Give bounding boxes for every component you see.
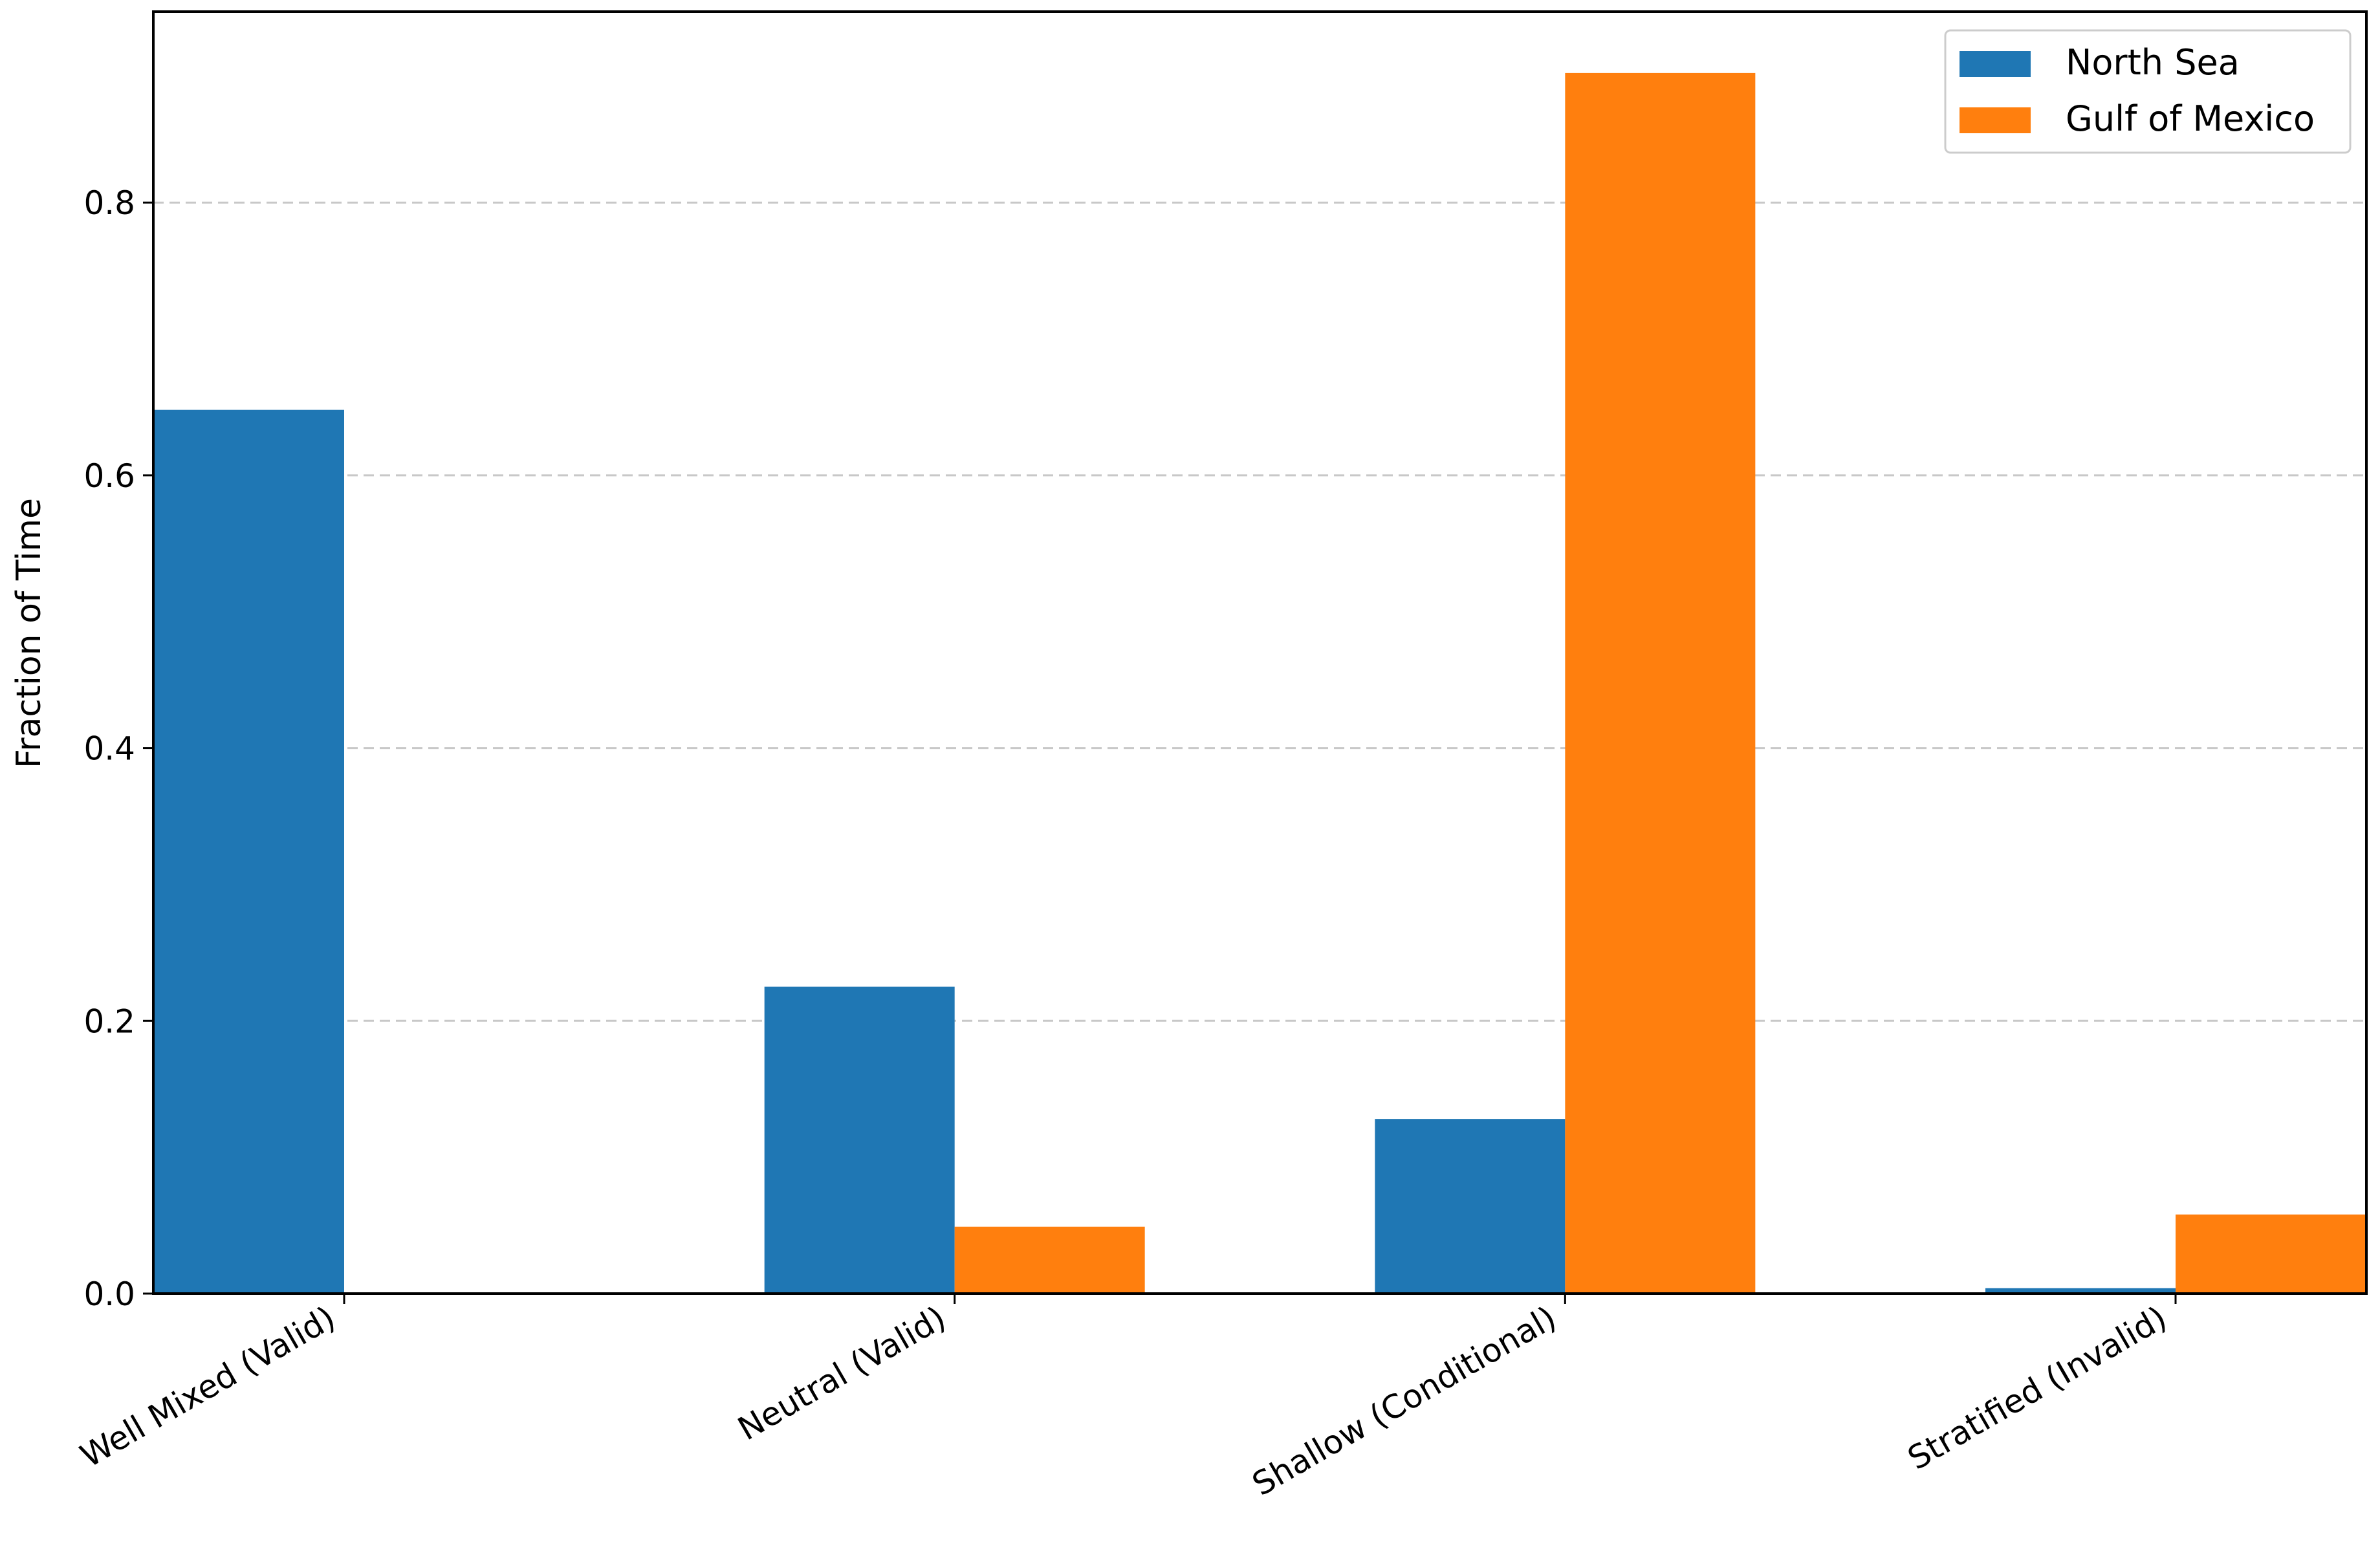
bar-north-sea <box>764 986 955 1294</box>
legend-swatch <box>1960 51 2031 77</box>
bar-gulf-of-mexico <box>954 1226 1145 1294</box>
plot-area-frame <box>152 10 2368 1295</box>
x-tick-label: Stratified (Invalid) <box>1901 1299 2173 1477</box>
y-axis-label: Fraction of Time <box>10 498 49 768</box>
legend-label: Gulf of Mexico <box>2066 98 2315 139</box>
bar-north-sea <box>1985 1288 2176 1294</box>
bars <box>154 72 2366 1294</box>
legend-frame <box>1944 29 2352 154</box>
y-tick-label: 0.8 <box>83 184 135 222</box>
y-tick-label: 0.4 <box>83 730 135 768</box>
bar-gulf-of-mexico <box>2176 1214 2366 1294</box>
y-tick-label: 0.0 <box>83 1275 135 1313</box>
bar-gulf-of-mexico <box>1565 72 1756 1294</box>
x-tick-label: Well Mixed (Valid) <box>74 1299 342 1475</box>
legend-swatch <box>1960 107 2031 133</box>
y-tick-label: 0.2 <box>83 1003 135 1040</box>
bar-north-sea <box>154 409 344 1294</box>
bar-north-sea <box>1375 1119 1566 1294</box>
y-gridlines <box>153 201 2366 1022</box>
legend: North Sea Gulf of Mexico <box>1944 29 2352 154</box>
y-tick-label: 0.6 <box>83 457 135 495</box>
legend-label: North Sea <box>2066 42 2240 83</box>
y-axis-ticks: 0.0 0.2 0.4 0.6 0.8 <box>83 184 153 1313</box>
x-axis-ticks: Well Mixed (Valid) Neutral (Valid) Shallow… <box>74 1294 2177 1503</box>
x-tick-label: Neutral (Valid) <box>732 1299 952 1448</box>
x-tick-label: Shallow (Conditional) <box>1246 1299 1562 1503</box>
